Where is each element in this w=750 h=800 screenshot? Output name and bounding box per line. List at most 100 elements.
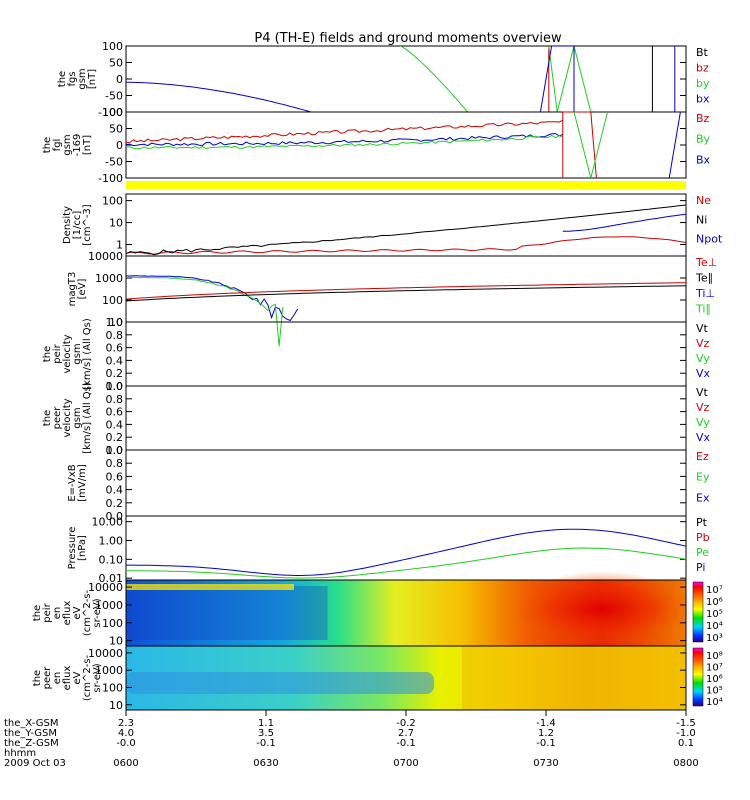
- y-tick-label: 50: [109, 123, 123, 136]
- series-Te-par: [126, 285, 686, 302]
- panel-temperature: 10000 1000 100 10 magT3 [eV] Te⊥ Te∥ Ti⊥ Ti∥: [67, 250, 717, 347]
- y-tick-label: 0.0: [106, 510, 124, 523]
- y-label-line: [mV/m]: [77, 464, 88, 502]
- y-label-line: peir: [52, 343, 63, 363]
- y-label-temperature: magT3 [eV]: [67, 272, 88, 307]
- y-label-line: velocity: [62, 398, 73, 437]
- y-tick-label: 1000: [95, 272, 123, 285]
- y-tick-label: 0.6: [106, 406, 124, 419]
- y-tick-label: 0.0: [106, 444, 124, 457]
- y-tick-label: 0.2: [106, 497, 124, 510]
- y-label-line: fgl: [52, 139, 63, 152]
- y-label-line: velocity: [62, 334, 73, 373]
- y-tick-label: 0.6: [106, 470, 124, 483]
- series-fgs: [126, 46, 676, 113]
- series-fgl: [126, 111, 681, 179]
- y-label-line: peir: [42, 602, 53, 622]
- y-tick-label: 10000: [88, 250, 123, 263]
- y-tick-label: -50: [105, 90, 123, 103]
- legend-Ni: Ni: [696, 213, 707, 226]
- y-tick-label: -100: [98, 172, 123, 185]
- panel-frame: [125, 385, 687, 451]
- y-label-line: eV: [72, 606, 83, 619]
- legend-Ti∥: Ti∥: [695, 303, 711, 316]
- y-tick-label: 100: [102, 617, 123, 630]
- y-label-line: the: [42, 346, 53, 362]
- series-temperature: [126, 275, 686, 347]
- y-label-line: (cm^2-s-: [82, 589, 93, 636]
- series-Bz-jump: [562, 111, 597, 179]
- legend-bx: bx: [696, 93, 710, 106]
- y-label-line: en: [52, 607, 63, 620]
- y-axis-peir_spectrogram: 10000 1000 100 10: [88, 581, 686, 648]
- y-label-line: sr-eV): [92, 663, 103, 692]
- series-Bx-end: [668, 111, 681, 179]
- panel-frame: [125, 111, 687, 179]
- series-Npot: [562, 213, 686, 232]
- y-label-peir_velocity: the peir velocity gsm [km/s] (All Qs): [42, 318, 93, 390]
- series-by-oscillation: [548, 46, 592, 113]
- legend-Npot: Npot: [696, 233, 723, 246]
- y-tick-label: 0.4: [106, 418, 124, 431]
- legend-Ti⊥: Ti⊥: [695, 287, 715, 300]
- legend-efield: Ez Ey Ex: [696, 450, 710, 504]
- y-tick-label: 0.8: [106, 393, 124, 406]
- y-label-line: E=-VxB: [67, 464, 78, 501]
- legend-Ex: Ex: [696, 491, 710, 504]
- y-axis-fgl: 100 50 0 -50 -100: [98, 106, 686, 185]
- series-By-jump: [573, 111, 609, 179]
- y-label-peer_velocity: the peer velocity gsm [km/s] (All Qs): [42, 382, 93, 454]
- y-label-density: Density [1/cc] [cm^-3]: [62, 204, 93, 245]
- ephemeris-value: -1.0: [676, 728, 696, 739]
- y-tick-label: 0: [116, 73, 123, 86]
- legend-Bx: Bx: [696, 153, 711, 166]
- y-label-line: [km/s] (All Qs): [82, 382, 93, 454]
- legend-Vx: Vx: [696, 367, 711, 380]
- panel-frame: [125, 45, 687, 113]
- legend-density: Ne Ni Npot: [696, 194, 723, 246]
- legend-Ez: Ez: [696, 450, 709, 463]
- y-label-line: eflux: [62, 601, 73, 626]
- legend-Te⊥: Te⊥: [695, 256, 717, 269]
- y-axis-fgs: 100 50 0 -50 -100: [98, 40, 686, 119]
- colorbar-label: 10³: [706, 633, 723, 644]
- y-label-line: Density: [62, 206, 73, 244]
- y-axis-peir_velocity: 1.00.80.60.40.20.0: [106, 316, 686, 393]
- ephemeris-value: 3.5: [258, 728, 274, 739]
- ephemeris-value: 0.1: [678, 738, 694, 749]
- legend-Vt: Vt: [696, 322, 709, 335]
- legend-Bt: Bt: [696, 46, 709, 59]
- ephemeris-label: hhmm: [4, 748, 36, 759]
- y-tick-label: 0.4: [106, 354, 124, 367]
- series-Pi: [126, 528, 686, 576]
- y-tick-label: -100: [98, 106, 123, 119]
- y-tick-label: 50: [109, 57, 123, 70]
- y-tick-label: 100: [102, 681, 123, 694]
- y-axis-density: 100 10 1: [102, 195, 686, 252]
- ephemeris-value: -1.4: [536, 718, 556, 729]
- legend-fgl: Bz By Bx: [696, 112, 711, 166]
- y-tick-label: 10: [109, 316, 123, 329]
- ephemeris-label: the_Z-GSM: [4, 738, 59, 749]
- ephemeris-value: -0.1: [396, 738, 416, 749]
- y-label-line: sr-eV): [92, 598, 103, 627]
- y-tick-label: 0.0: [106, 380, 124, 393]
- y-label-peir_spectrogram: the peir en eflux eV (cm^2-s-sr-eV): [32, 589, 103, 636]
- y-label-line: eV: [72, 671, 83, 684]
- y-tick-label: 0.6: [106, 342, 124, 355]
- y-label-peer_spectrogram: the peer en eflux eV (cm^2-s-sr-eV): [32, 654, 103, 701]
- series-Ne: [126, 236, 686, 255]
- legend-peer_velocity: Vt Vz Vy Vx: [696, 386, 711, 444]
- ephemeris-value: 1.1: [258, 718, 274, 729]
- quality-flag-bar: [126, 181, 686, 189]
- colorbar-label: 10⁵: [706, 686, 723, 697]
- colorbar-label: 10⁵: [706, 609, 723, 620]
- y-tick-label: 0.2: [106, 367, 124, 380]
- y-tick-label: 10: [109, 635, 123, 648]
- y-tick-label: 10000: [88, 581, 123, 594]
